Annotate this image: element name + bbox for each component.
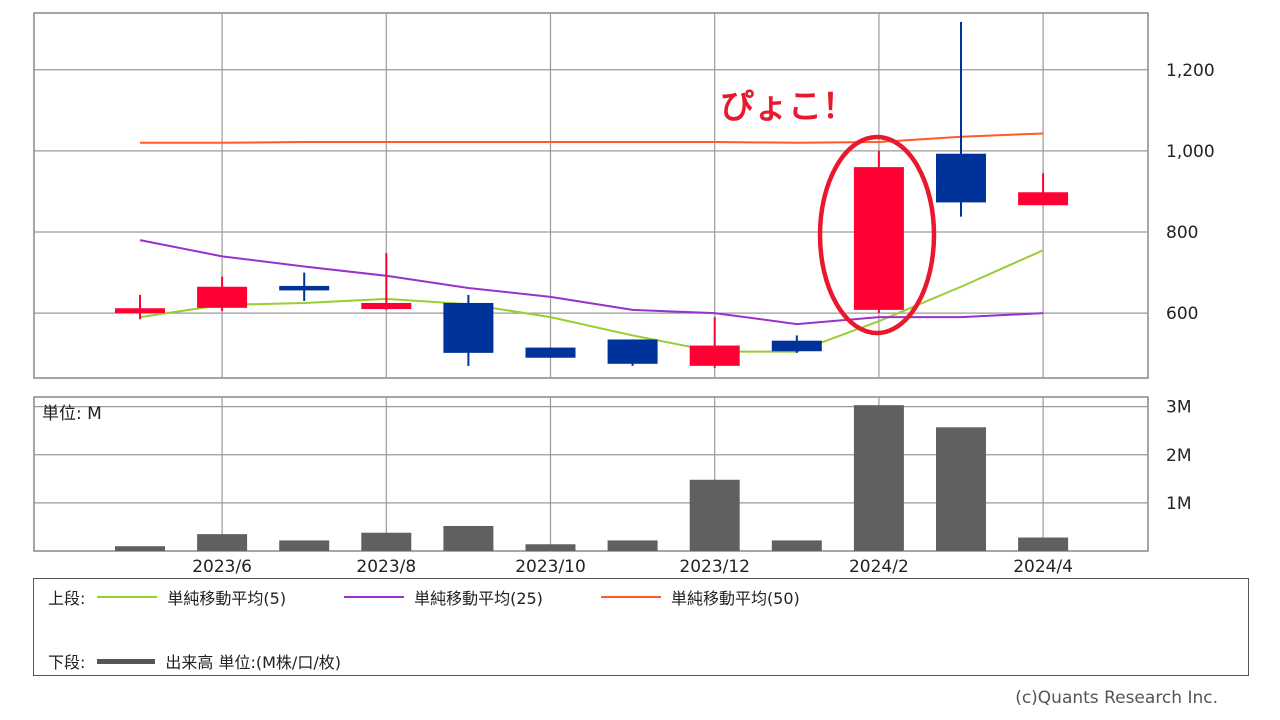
candle-body <box>689 345 740 366</box>
volume-bar <box>607 540 658 551</box>
legend-label-ma25: 単純移動平均(25) <box>414 589 543 608</box>
candle-body <box>525 347 576 358</box>
legend-item-ma50: 単純移動平均(50) <box>589 585 800 609</box>
candle-body <box>361 302 412 310</box>
volume-bar <box>443 525 494 551</box>
candle-body <box>607 339 658 364</box>
annotation-ellipse <box>817 134 937 336</box>
x-axis: 2023/6 2023/8 2023/10 2023/12 2024/2 2024/4 <box>192 557 1073 577</box>
volume-bar <box>279 540 330 551</box>
candle-body <box>279 285 330 291</box>
candle-body <box>115 308 165 314</box>
price-y-tick-label: 800 <box>1166 223 1198 243</box>
legend-lower-label: 下段: <box>48 653 86 672</box>
x-tick-label: 2023/8 <box>356 557 416 577</box>
x-tick-label: 2024/4 <box>1013 557 1073 577</box>
price-y-tick-label: 600 <box>1166 304 1198 324</box>
legend-lower-row: 下段: 出来高 単位:(M株/口/枚) <box>48 649 341 673</box>
volume-y-tick-label: 1M <box>1166 494 1191 514</box>
annotation-text: ぴょこ！ <box>720 87 856 127</box>
x-tick-label: 2024/2 <box>849 557 909 577</box>
legend-label-ma5: 単純移動平均(5) <box>167 589 287 608</box>
volume-bar <box>936 427 986 551</box>
x-tick-label: 2023/6 <box>192 557 252 577</box>
legend-item-ma25: 単純移動平均(25) <box>332 585 543 609</box>
volume-bar <box>1018 537 1069 551</box>
price-y-tick-label: 1,200 <box>1166 61 1215 81</box>
legend-upper-row: 上段: 単純移動平均(5) 単純移動平均(25) 単純移動平均(50) <box>48 585 846 609</box>
price-y-tick-label: 1,000 <box>1166 142 1215 162</box>
volume-y-tick-label: 3M <box>1166 398 1191 418</box>
candle-body <box>1018 192 1069 206</box>
legend-swatch-ma50 <box>600 596 661 598</box>
candle-body <box>197 286 248 308</box>
x-tick-label: 2023/12 <box>679 557 750 577</box>
candle-body <box>443 302 494 353</box>
candle-body <box>936 153 986 203</box>
candle-body <box>853 167 904 310</box>
legend-label-volume: 出来高 単位:(M株/口/枚) <box>165 653 341 672</box>
volume-y-axis: 1M 2M 3M <box>1166 398 1191 514</box>
volume-y-tick-label: 2M <box>1166 446 1191 466</box>
volume-bar <box>689 479 740 551</box>
candle-body <box>771 340 822 352</box>
ma-line-0 <box>139 249 1044 353</box>
price-grid <box>34 13 1148 378</box>
volume-bars <box>115 405 1069 551</box>
volume-bar <box>853 405 904 551</box>
volume-bar <box>197 534 248 551</box>
legend-item-ma5: 単純移動平均(5) <box>85 585 286 609</box>
copyright-text: (c)Quants Research Inc. <box>1015 688 1218 708</box>
volume-bar <box>525 544 576 551</box>
legend-swatch-ma5 <box>97 596 158 598</box>
volume-unit-label: 単位: M <box>42 404 102 424</box>
legend: 上段: 単純移動平均(5) 単純移動平均(25) 単純移動平均(50) 下段: … <box>33 578 1249 676</box>
volume-bar <box>771 540 822 551</box>
price-y-axis: 600 800 1,000 1,200 <box>1166 61 1215 324</box>
x-tick-label: 2023/10 <box>515 557 586 577</box>
candlesticks <box>115 21 1069 368</box>
volume-bar <box>115 546 165 551</box>
volume-bar <box>361 532 412 551</box>
legend-swatch-ma25 <box>344 596 405 598</box>
legend-label-ma50: 単純移動平均(50) <box>670 589 800 608</box>
legend-upper-label: 上段: <box>48 589 86 608</box>
ma-line-1 <box>139 239 1044 326</box>
legend-swatch-volume <box>97 658 156 664</box>
